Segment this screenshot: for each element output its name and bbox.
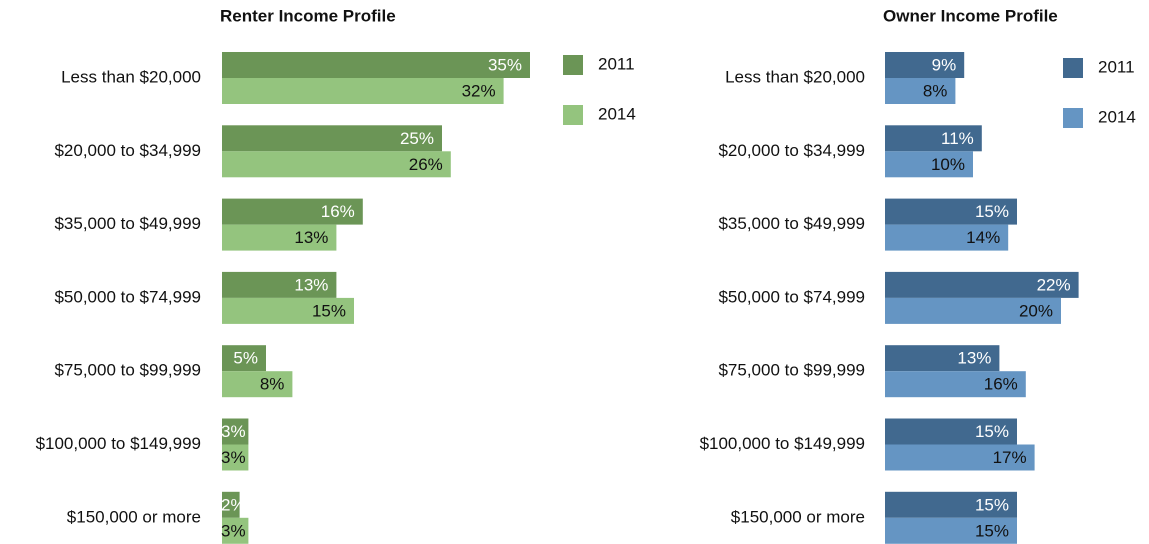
bar <box>885 371 1026 398</box>
legend-swatch <box>563 55 583 75</box>
bar <box>222 78 504 104</box>
bar <box>885 517 1017 544</box>
value-label: 32% <box>462 81 496 100</box>
bar <box>885 297 1061 324</box>
bar <box>885 224 1009 251</box>
category-label: Less than $20,000 <box>61 67 201 86</box>
bar <box>885 52 965 78</box>
bar <box>222 271 337 298</box>
value-label: 2% <box>221 495 246 514</box>
category-label: Less than $20,000 <box>725 67 865 86</box>
value-label: 11% <box>941 129 974 148</box>
value-label: 17% <box>993 448 1027 467</box>
bar <box>222 198 363 225</box>
value-label: 9% <box>932 55 957 74</box>
bar <box>885 151 973 178</box>
category-label: $20,000 to $34,999 <box>718 141 865 160</box>
bar <box>222 371 293 398</box>
bar <box>222 517 249 544</box>
value-label: 15% <box>975 495 1009 514</box>
bar <box>885 418 1017 445</box>
bar <box>222 345 266 372</box>
chart-title: Renter Income Profile <box>220 6 396 25</box>
category-label: $150,000 or more <box>67 507 201 526</box>
legend-swatch <box>1063 108 1083 128</box>
value-label: 15% <box>975 521 1009 540</box>
category-label: $100,000 to $149,999 <box>700 434 865 453</box>
legend-label: 2014 <box>598 104 636 123</box>
bar <box>885 271 1079 298</box>
value-label: 3% <box>221 521 246 540</box>
value-label: 15% <box>975 202 1009 221</box>
value-label: 15% <box>312 301 346 320</box>
value-label: 22% <box>1037 275 1071 294</box>
value-label: 3% <box>221 422 246 441</box>
value-label: 16% <box>984 375 1018 394</box>
category-label: $75,000 to $99,999 <box>718 361 865 380</box>
value-label: 35% <box>488 55 522 74</box>
value-label: 8% <box>923 81 948 100</box>
value-label: 26% <box>409 155 443 174</box>
value-label: 10% <box>931 155 965 174</box>
bar <box>222 125 442 152</box>
bar <box>885 491 1017 518</box>
value-label: 13% <box>294 228 328 247</box>
value-label: 13% <box>957 349 991 368</box>
bar <box>222 151 451 178</box>
category-label: $150,000 or more <box>731 507 865 526</box>
value-label: 15% <box>975 422 1009 441</box>
bar <box>222 418 249 445</box>
bar <box>222 52 530 78</box>
category-label: $20,000 to $34,999 <box>54 141 201 160</box>
category-label: $35,000 to $49,999 <box>718 214 865 233</box>
bar <box>885 444 1035 471</box>
bar <box>222 224 337 251</box>
bar <box>222 444 249 471</box>
category-label: $75,000 to $99,999 <box>54 361 201 380</box>
category-label: $50,000 to $74,999 <box>718 287 865 306</box>
legend-swatch <box>563 105 583 125</box>
legend-label: 2014 <box>1098 107 1136 126</box>
value-label: 14% <box>966 228 1000 247</box>
category-label: $50,000 to $74,999 <box>54 287 201 306</box>
category-label: $35,000 to $49,999 <box>54 214 201 233</box>
bar <box>885 345 1000 372</box>
legend-swatch <box>1063 58 1083 78</box>
bar <box>222 297 354 324</box>
bar <box>885 198 1017 225</box>
value-label: 8% <box>260 375 285 394</box>
value-label: 16% <box>321 202 355 221</box>
value-label: 5% <box>233 349 258 368</box>
category-label: $100,000 to $149,999 <box>36 434 201 453</box>
legend-label: 2011 <box>1098 57 1135 76</box>
bar <box>885 78 956 104</box>
bar <box>885 125 982 152</box>
value-label: 20% <box>1019 301 1053 320</box>
value-label: 3% <box>221 448 246 467</box>
value-label: 13% <box>294 275 328 294</box>
bar <box>222 491 240 518</box>
chart-title: Owner Income Profile <box>883 6 1058 25</box>
legend-label: 2011 <box>598 54 635 73</box>
value-label: 25% <box>400 129 434 148</box>
